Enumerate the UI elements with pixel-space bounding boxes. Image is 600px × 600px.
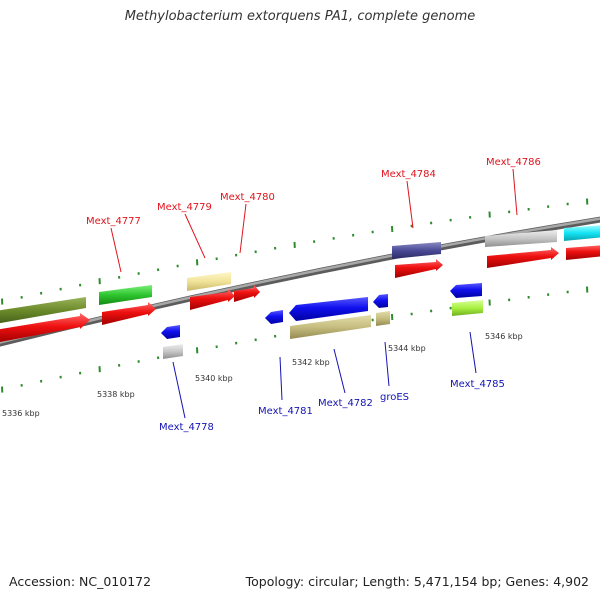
accession-text: Accession: NC_010172: [9, 574, 152, 589]
gene-arrow[interactable]: [450, 283, 482, 298]
gene-label-mext-4778[interactable]: Mext_4778: [159, 422, 214, 433]
gene-feature[interactable]: [564, 225, 600, 241]
gene-arrow[interactable]: [234, 285, 260, 302]
gene-label-mext-4781[interactable]: Mext_4781: [258, 406, 313, 417]
gene-arrow[interactable]: [395, 259, 443, 278]
gene-label-groes[interactable]: groES: [380, 392, 409, 403]
gene-feature[interactable]: [376, 311, 390, 326]
forward-genes[interactable]: [0, 245, 600, 343]
position-label: 5344 kbp: [388, 344, 426, 353]
gene-feature[interactable]: [392, 242, 441, 259]
gene-label-mext-4782[interactable]: Mext_4782: [318, 398, 373, 409]
position-label: 5338 kbp: [97, 390, 135, 399]
gene-arrow[interactable]: [566, 245, 600, 260]
genome-stats-text: Topology: circular; Length: 5,471,154 bp…: [245, 574, 589, 589]
gene-feature[interactable]: [485, 230, 557, 247]
gene-arrow[interactable]: [190, 289, 235, 310]
gene-label-mext-4777[interactable]: Mext_4777: [86, 216, 141, 227]
gene-feature[interactable]: [290, 315, 371, 339]
gene-arrow[interactable]: [265, 310, 283, 324]
gene-feature[interactable]: [452, 300, 483, 316]
gene-feature[interactable]: [163, 344, 183, 359]
gene-arrow[interactable]: [161, 325, 180, 339]
reverse-gene-labels: Mext_4778 Mext_4781 Mext_4782 groES Mext…: [159, 331, 505, 433]
gene-label-mext-4784[interactable]: Mext_4784: [381, 169, 436, 180]
position-labels: 5336 kbp 5338 kbp 5340 kbp 5342 kbp 5344…: [2, 332, 523, 418]
gene-label-mext-4785[interactable]: Mext_4785: [450, 379, 505, 390]
gene-feature[interactable]: [99, 285, 152, 305]
gene-label-mext-4779[interactable]: Mext_4779: [157, 202, 212, 213]
reverse-genes[interactable]: [161, 283, 482, 339]
position-label: 5346 kbp: [485, 332, 523, 341]
tick-track-outer: [1, 198, 589, 305]
gene-arrow[interactable]: [102, 302, 156, 325]
map-title: Methylobacterium extorquens PA1, complet…: [124, 9, 476, 24]
gene-arrow[interactable]: [487, 247, 559, 268]
forward-gene-labels: Mext_4777 Mext_4779 Mext_4780 Mext_4784 …: [86, 157, 541, 273]
position-label: 5342 kbp: [292, 358, 330, 367]
position-label: 5340 kbp: [195, 374, 233, 383]
gene-feature[interactable]: [187, 272, 231, 291]
position-label: 5336 kbp: [2, 409, 40, 418]
gene-arrow[interactable]: [0, 313, 90, 343]
reverse-cog-genes[interactable]: [163, 300, 483, 359]
gene-feature[interactable]: [0, 297, 86, 324]
forward-cog-genes[interactable]: [0, 225, 600, 324]
gene-label-mext-4786[interactable]: Mext_4786: [486, 157, 541, 168]
gene-arrow[interactable]: [373, 294, 388, 308]
gene-arrow[interactable]: [289, 297, 368, 321]
gene-label-mext-4780[interactable]: Mext_4780: [220, 192, 275, 203]
